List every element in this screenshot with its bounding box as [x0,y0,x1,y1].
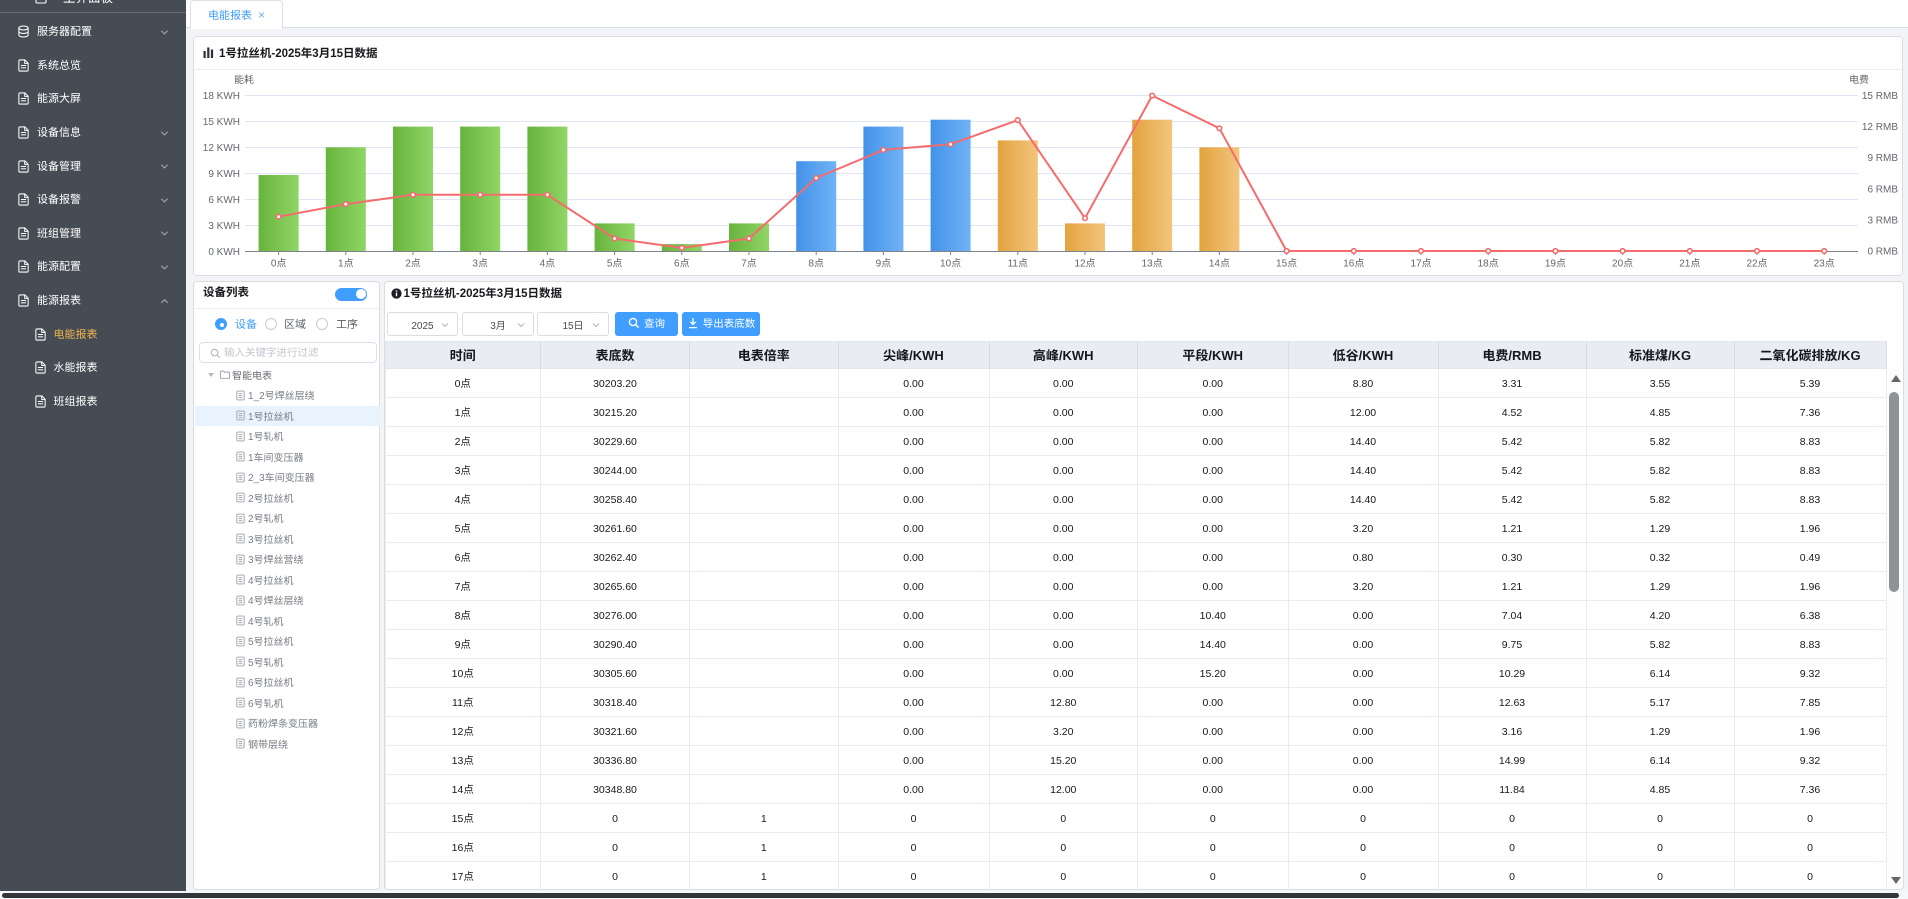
svg-text:18 KWH: 18 KWH [203,87,240,102]
svg-text:7点: 7点 [741,255,757,270]
svg-text:4点: 4点 [540,255,556,270]
svg-text:18点: 18点 [1478,255,1499,270]
svg-text:3 RMB: 3 RMB [1867,211,1898,226]
svg-text:6 RMB: 6 RMB [1867,180,1898,195]
svg-text:9 RMB: 9 RMB [1867,149,1898,164]
svg-text:9 KWH: 9 KWH [208,165,240,180]
svg-text:8点: 8点 [808,255,824,270]
svg-text:0 RMB: 0 RMB [1867,243,1898,258]
svg-text:23点: 23点 [1814,255,1835,270]
svg-text:6点: 6点 [674,255,690,270]
svg-text:5点: 5点 [607,255,623,270]
svg-text:15 KWH: 15 KWH [203,113,240,128]
svg-text:1点: 1点 [338,255,354,270]
svg-text:2点: 2点 [405,255,421,270]
svg-text:10点: 10点 [940,255,961,270]
svg-text:17点: 17点 [1410,255,1431,270]
svg-text:15 RMB: 15 RMB [1862,87,1898,102]
svg-text:19点: 19点 [1545,255,1566,270]
svg-text:0点: 0点 [271,255,287,270]
svg-text:16点: 16点 [1343,255,1364,270]
svg-text:0 KWH: 0 KWH [208,243,240,258]
svg-text:14点: 14点 [1209,255,1230,270]
svg-text:22点: 22点 [1746,255,1767,270]
svg-text:11点: 11点 [1008,255,1028,270]
svg-text:6 KWH: 6 KWH [208,191,240,206]
svg-text:能耗: 能耗 [234,71,254,86]
svg-text:13点: 13点 [1142,255,1163,270]
svg-text:12点: 12点 [1074,255,1095,270]
svg-text:15点: 15点 [1276,255,1297,270]
svg-text:9点: 9点 [876,255,892,270]
svg-text:12 KWH: 12 KWH [203,139,240,154]
svg-text:12 RMB: 12 RMB [1862,118,1898,133]
svg-text:3点: 3点 [472,255,488,270]
svg-text:3 KWH: 3 KWH [208,217,240,232]
svg-text:电费: 电费 [1849,71,1869,86]
svg-text:21点: 21点 [1679,255,1700,270]
svg-text:20点: 20点 [1612,255,1633,270]
